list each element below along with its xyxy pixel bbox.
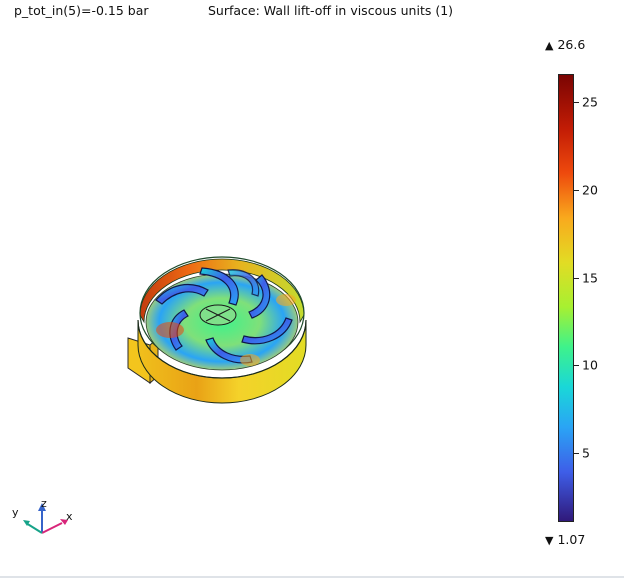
legend-max-label: ▲ 26.6: [545, 37, 585, 52]
x-axis-arrowhead: [60, 519, 68, 525]
hot-spots: [156, 294, 296, 366]
y-axis-arrowhead: [23, 520, 30, 526]
x-axis-label: x: [66, 510, 73, 523]
z-axis-arrowhead: [38, 503, 46, 511]
y-axis-label: y: [12, 506, 19, 519]
colorbar-tick-label: 25: [582, 94, 598, 110]
legend-min-value: 1.07: [557, 532, 586, 547]
colorbar-tick-label: 10: [582, 357, 598, 373]
z-axis-label: z: [41, 497, 47, 510]
x-axis-arrow: [41, 522, 63, 534]
legend-max-value: 26.6: [557, 37, 586, 52]
colorbar-tick-label: 5: [582, 445, 590, 461]
plot-title: Surface: Wall lift-off in viscous units …: [208, 3, 454, 18]
colorbar-gradient: [558, 74, 574, 522]
shroud-front-rim: [137, 319, 307, 379]
triangle-down-icon: ▼: [545, 534, 554, 547]
impeller-model: [127, 256, 307, 404]
colorbar-tick: [573, 189, 579, 191]
hub-disk: [145, 273, 299, 371]
colorbar-tick-label: 15: [582, 270, 598, 286]
legend-min-label: ▼ 1.07: [545, 532, 585, 547]
colorbar-tick: [573, 365, 579, 367]
colorbar-tick: [573, 277, 579, 279]
colorbar-tick-label: 20: [582, 182, 598, 198]
axis-triad: z x y: [8, 492, 78, 542]
triangle-up-icon: ▲: [545, 39, 554, 52]
y-axis-arrow: [25, 522, 43, 534]
colorbar-tick: [573, 453, 579, 455]
color-legend: ▲ 26.6 25 20 15 10 5 ▼ 1.07: [536, 30, 624, 555]
colorbar-tick: [573, 102, 579, 104]
graphics-viewport[interactable]: [0, 0, 540, 578]
bottom-divider: [0, 576, 624, 578]
parameter-label: p_tot_in(5)=-0.15 bar: [14, 3, 149, 18]
